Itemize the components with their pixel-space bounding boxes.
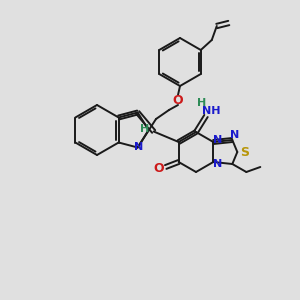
Text: S: S bbox=[240, 146, 249, 158]
Text: H: H bbox=[140, 124, 149, 134]
Text: O: O bbox=[153, 161, 164, 175]
Text: N: N bbox=[213, 159, 222, 169]
Text: H: H bbox=[197, 98, 207, 108]
Text: NH: NH bbox=[202, 106, 220, 116]
Text: N: N bbox=[230, 130, 239, 140]
Text: N: N bbox=[213, 135, 222, 145]
Text: N: N bbox=[134, 142, 143, 152]
Text: O: O bbox=[173, 94, 183, 106]
